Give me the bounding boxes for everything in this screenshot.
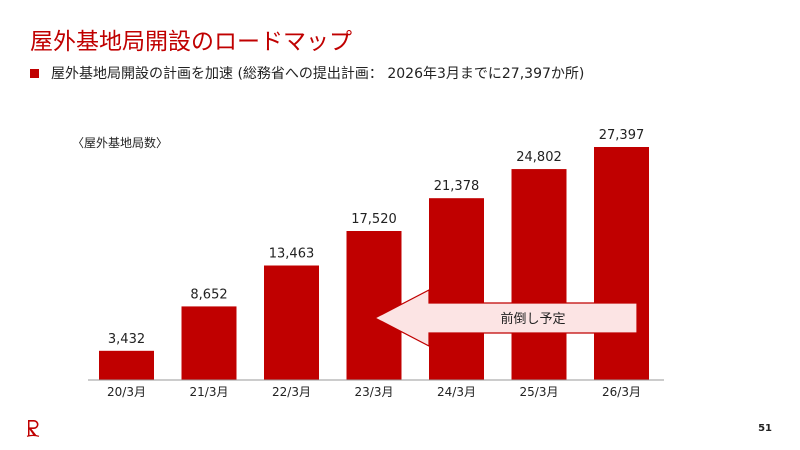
bar (429, 198, 484, 380)
x-tick-label: 25/3月 (520, 385, 559, 399)
x-tick-label: 22/3月 (272, 385, 311, 399)
bar (346, 230, 402, 380)
subtitle-bullet: 屋外基地局開設の計画を加速 (総務省への提出計画： 2026年3月までに27,3… (30, 63, 584, 83)
x-tick-labels: 20/3月 21/3月 22/3月 23/3月 24/3月 25/3月 26/3月 (107, 385, 641, 399)
bar (511, 169, 567, 380)
page-number: 51 (758, 423, 772, 434)
bar (181, 306, 237, 380)
data-label: 8,652 (190, 287, 227, 302)
data-label: 17,520 (351, 212, 397, 227)
data-label: 24,802 (516, 150, 562, 165)
bar (99, 350, 154, 380)
x-tick-label: 23/3月 (355, 385, 394, 399)
forward-schedule-annotation: 前倒し予定 (373, 289, 638, 347)
x-tick-label: 21/3月 (190, 385, 229, 399)
rakuten-logo-icon (26, 420, 40, 437)
data-label: 3,432 (108, 332, 145, 347)
annotation-label: 前倒し予定 (500, 311, 565, 327)
data-label: 13,463 (269, 247, 315, 262)
x-tick-label: 24/3月 (437, 385, 476, 399)
subtitle-text: 屋外基地局開設の計画を加速 (総務省への提出計画： 2026年3月までに27,3… (51, 66, 585, 82)
unit-label: 〈屋外基地局数〉 (72, 135, 168, 150)
x-tick-label: 20/3月 (107, 385, 146, 399)
bullet-square-icon (30, 68, 39, 78)
slide-title: 屋外基地局開設のロードマップ (30, 29, 352, 55)
bars-layer: 3,432 8,652 13,463 17,520 21,378 24,802 27,397 (99, 128, 649, 380)
data-label: 27,397 (599, 128, 645, 143)
bar (594, 147, 649, 380)
x-tick-label: 26/3月 (602, 385, 641, 399)
bar (264, 265, 319, 380)
data-label: 21,378 (434, 179, 480, 194)
left-arrow-icon (373, 289, 638, 347)
